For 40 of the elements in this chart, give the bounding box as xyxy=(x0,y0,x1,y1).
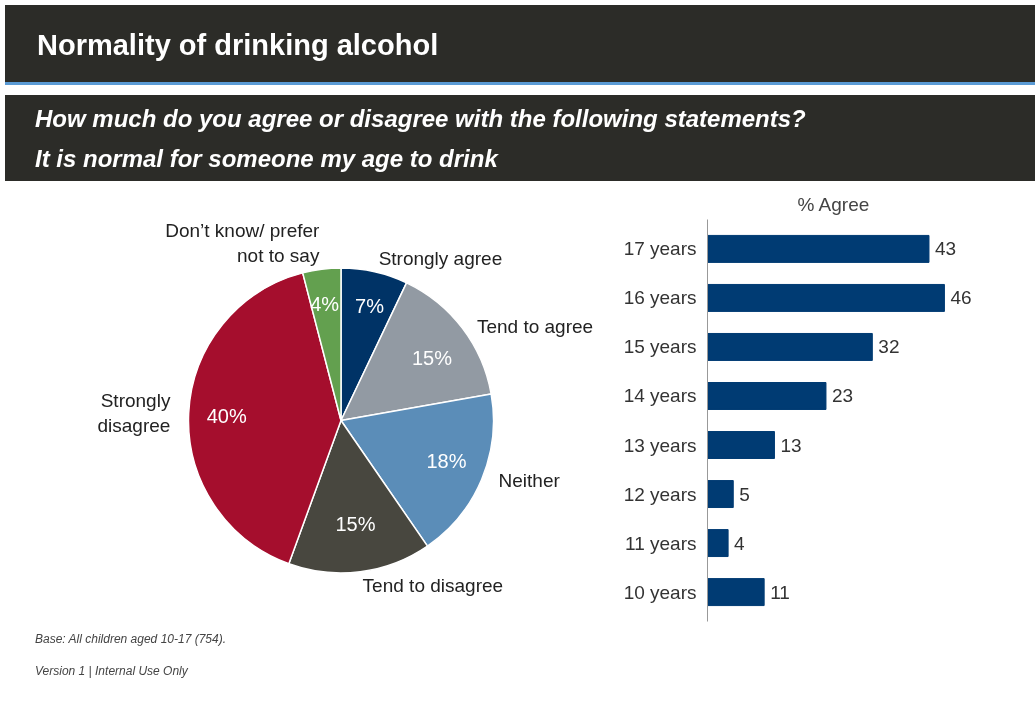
slice-label: Tend to agree xyxy=(476,315,594,337)
bar xyxy=(707,480,734,509)
data-label: 18% xyxy=(426,449,467,472)
y-tick-label: 11 years xyxy=(625,532,697,554)
data-label: 43 xyxy=(934,238,957,260)
bar xyxy=(707,332,873,361)
data-label: 11 xyxy=(770,581,790,603)
chart-subtitle: How much do you agree or disagree with the following statements? It is normal for someone my age to drink xyxy=(35,104,806,174)
y-tick-label: 17 years xyxy=(623,238,697,260)
data-label: 13 xyxy=(780,434,802,456)
bar xyxy=(707,578,765,607)
y-tick-label: 16 years xyxy=(623,287,697,309)
slice-label: Strongly agree xyxy=(378,248,503,270)
bar xyxy=(707,234,930,263)
data-label: 23 xyxy=(831,385,854,407)
y-tick-label: 14 years xyxy=(623,385,697,407)
text: Version 1 | Internal Use Only xyxy=(35,663,188,680)
bar xyxy=(707,529,729,558)
y-tick-label: 15 years xyxy=(623,336,697,358)
chart-title: % Agree xyxy=(797,193,870,215)
text: Base: All children aged 10-17 (754). xyxy=(35,631,227,648)
y-tick-label: 13 years xyxy=(623,434,697,456)
bar xyxy=(707,431,775,459)
data-label: 5 xyxy=(739,483,750,505)
slice-label: Strongly disagree xyxy=(97,390,171,437)
y-tick-label: 10 years xyxy=(623,581,697,603)
bar xyxy=(707,283,945,312)
bar xyxy=(707,382,827,410)
slice-label: Neither xyxy=(498,469,561,491)
slice-label: Don’t know/ prefer not to say xyxy=(165,220,321,267)
data-label: 7% xyxy=(355,294,385,317)
y-tick-label: 12 years xyxy=(623,483,697,505)
data-label: 4 xyxy=(734,532,746,554)
data-label: 40% xyxy=(206,404,247,427)
data-label: 46 xyxy=(950,287,972,309)
data-label: 15% xyxy=(335,512,376,535)
chart-title: Normality of drinking alcohol xyxy=(37,28,439,63)
data-label: 15% xyxy=(412,346,453,369)
slice-label: Tend to disagree xyxy=(362,574,504,596)
data-label: 32 xyxy=(878,336,900,358)
